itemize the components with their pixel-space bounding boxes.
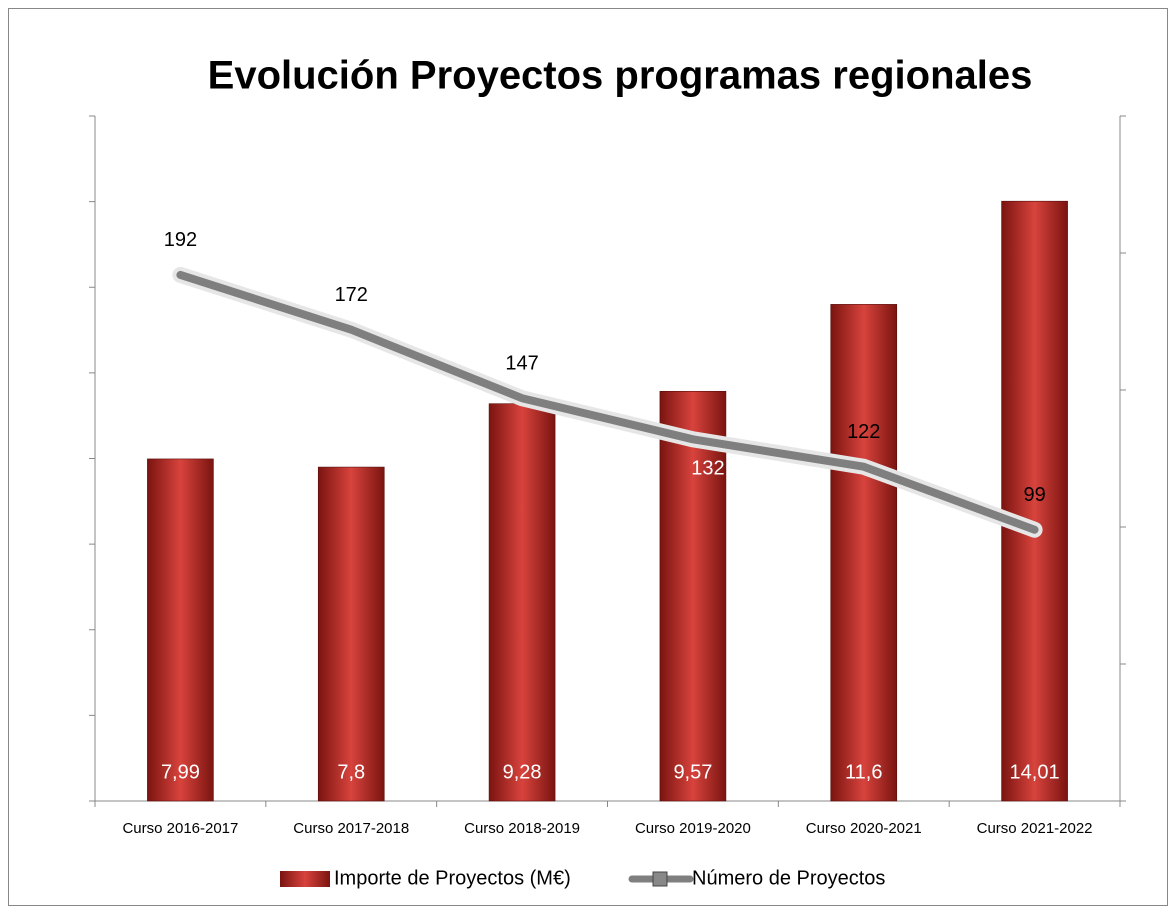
- legend-swatch: [280, 871, 330, 887]
- legend-label: Importe de Proyectos (M€): [334, 867, 571, 889]
- line-value-label: 99: [1023, 484, 1045, 506]
- legend-label: Número de Proyectos: [692, 867, 885, 889]
- line-value-label: 147: [505, 353, 538, 375]
- bar: [147, 458, 214, 802]
- x-tick-label: Curso 2018-2019: [464, 820, 580, 837]
- line: [176, 270, 1039, 534]
- x-tick-label: Curso 2017-2018: [293, 820, 409, 837]
- legend-marker: [652, 871, 668, 887]
- bar-value-label: 7,99: [161, 761, 200, 783]
- line-value-label: 172: [335, 284, 368, 306]
- line-value-label: 132: [691, 458, 724, 480]
- line-value-label: 192: [164, 229, 197, 251]
- line-value-label: 122: [847, 421, 880, 443]
- bar: [659, 390, 727, 802]
- bar-value-label: 9,28: [503, 761, 542, 783]
- x-tick-label: Curso 2019-2020: [635, 820, 751, 837]
- bar-value-label: 9,57: [673, 761, 712, 783]
- bar-value-label: 11,6: [845, 761, 882, 783]
- bar: [488, 403, 556, 802]
- bar: [830, 304, 898, 802]
- bar-value-label: 7,8: [337, 761, 365, 783]
- x-tick-label: Curso 2020-2021: [806, 820, 922, 837]
- x-tick-label: Curso 2016-2017: [122, 820, 238, 837]
- bar-value-label: 14,01: [1010, 761, 1060, 783]
- chart-title: Evolución Proyectos programas regionales: [208, 54, 1033, 98]
- x-tick-label: Curso 2021-2022: [977, 820, 1093, 837]
- bar: [1001, 200, 1068, 802]
- bar: [317, 466, 385, 802]
